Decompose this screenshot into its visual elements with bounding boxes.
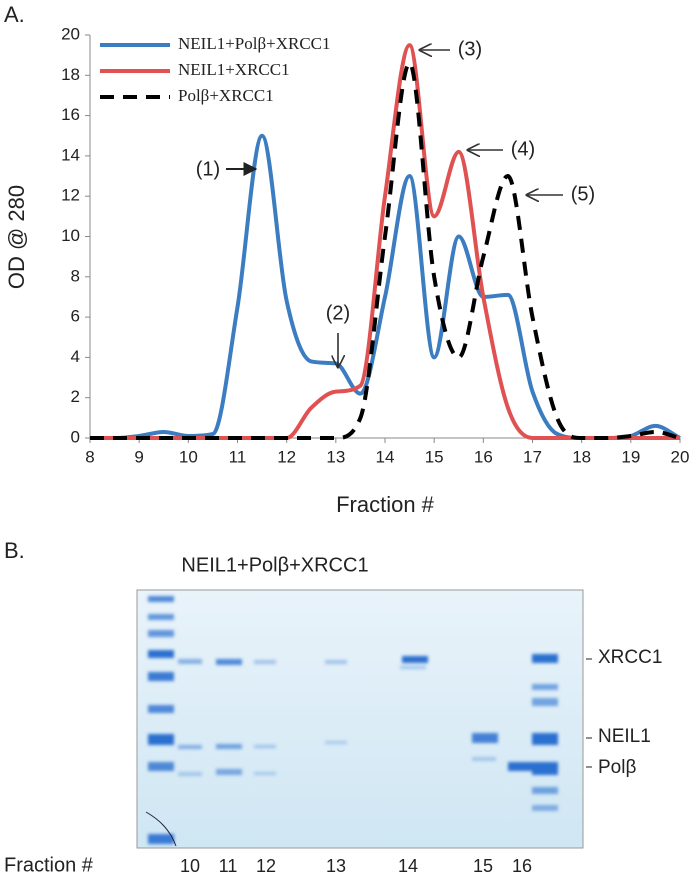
band-label: Polβ xyxy=(598,757,636,778)
y-tick-label: 6 xyxy=(71,307,80,326)
band-label: NEIL1 xyxy=(598,726,651,747)
annotation: (1) xyxy=(196,158,220,180)
y-tick-label: 18 xyxy=(61,65,80,84)
y-axis-title: OD @ 280 xyxy=(4,185,29,289)
y-tick-label: 16 xyxy=(61,105,80,124)
annotation: (5) xyxy=(571,183,595,205)
x-tick-label: 20 xyxy=(671,447,690,466)
annotation: (2) xyxy=(326,302,350,324)
plot-area: 0 2 4 6 8 10 12 14 16 18 20 8 9 10 11 12 13 14 15 16 17 18 19 2… xyxy=(61,24,689,466)
lane-labels: 10 11 12 13 14 15 16 xyxy=(180,856,532,876)
lane-label: 15 xyxy=(473,856,493,876)
panel-label: A. xyxy=(4,2,25,27)
x-tick-label: 8 xyxy=(85,447,94,466)
y-tick-label: 8 xyxy=(71,266,80,285)
y-tick-label: 0 xyxy=(71,427,80,446)
y-tick-label: 20 xyxy=(61,24,80,43)
x-tick-label: 15 xyxy=(425,447,444,466)
lane-label: 12 xyxy=(256,856,276,876)
gel-image xyxy=(136,589,584,849)
lane-label: 14 xyxy=(398,856,418,876)
annotation: (4) xyxy=(511,138,535,160)
x-axis-title: Fraction # xyxy=(336,492,435,517)
lane-axis-label: Fraction # xyxy=(4,854,94,876)
lane-label: 11 xyxy=(219,856,238,876)
panel-label: B. xyxy=(4,538,25,563)
x-tick-label: 19 xyxy=(621,447,640,466)
data-line xyxy=(89,43,680,440)
gel-title: NEIL1+Polβ+XRCC1 xyxy=(181,554,368,576)
lane-label: 16 xyxy=(512,856,532,876)
x-tick-label: 16 xyxy=(474,447,493,466)
legend: NEIL1+Polβ+XRCC1 NEIL1+XRCC1 Polβ+XRCC1 xyxy=(100,34,331,105)
x-tick-label: 10 xyxy=(179,447,198,466)
x-tick-label: 11 xyxy=(229,447,247,466)
lane-label: 13 xyxy=(326,856,346,876)
data-line xyxy=(89,61,681,440)
x-tick-label: 9 xyxy=(134,447,143,466)
y-tick-label: 14 xyxy=(61,145,80,164)
x-tick-label: 14 xyxy=(376,447,395,466)
x-tick-label: 18 xyxy=(572,447,591,466)
legend-label: Polβ+XRCC1 xyxy=(178,86,274,105)
x-tick-label: 12 xyxy=(277,447,296,466)
x-tick-label: 17 xyxy=(523,447,542,466)
legend-label: NEIL1+Polβ+XRCC1 xyxy=(178,34,331,53)
x-tick-label: 13 xyxy=(326,447,345,466)
y-tick-label: 12 xyxy=(61,186,80,205)
band-label: XRCC1 xyxy=(598,647,662,668)
lane-label: 10 xyxy=(180,856,200,876)
data-line xyxy=(89,133,681,440)
legend-label: NEIL1+XRCC1 xyxy=(178,60,290,79)
y-tick-label: 2 xyxy=(71,387,80,406)
y-tick-label: 10 xyxy=(61,226,80,245)
annotation: (3) xyxy=(458,38,482,60)
y-tick-label: 4 xyxy=(71,347,80,366)
